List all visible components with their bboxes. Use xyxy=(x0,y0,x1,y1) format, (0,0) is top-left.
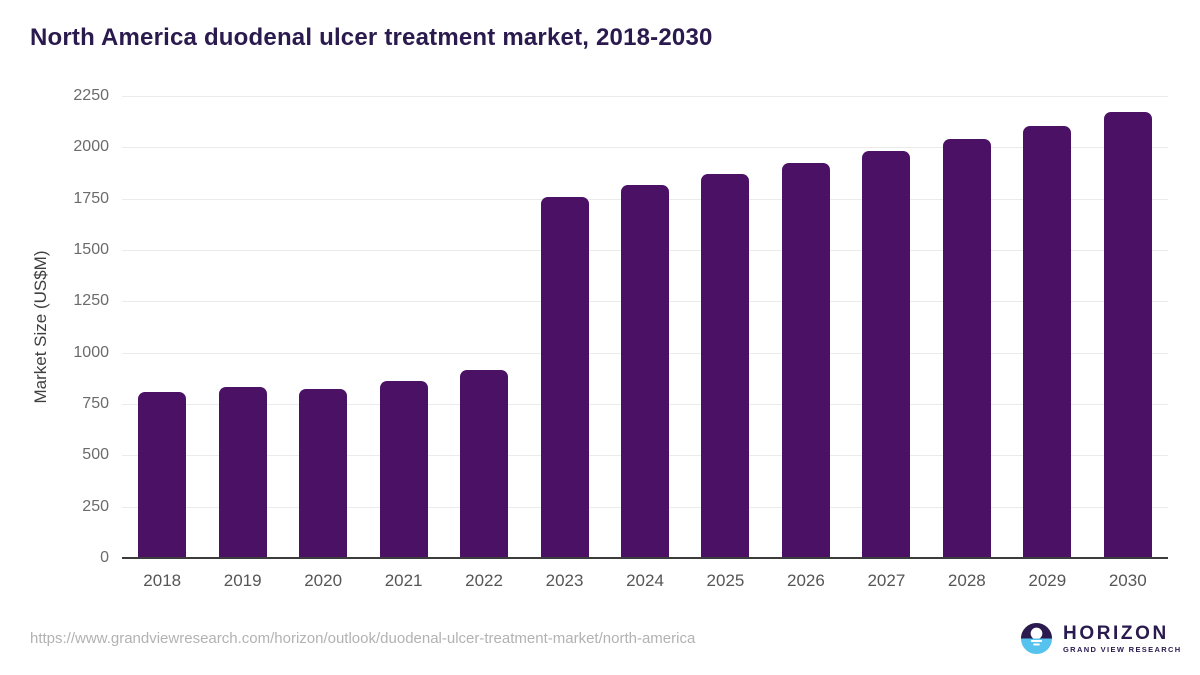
y-tick-label-0: 0 xyxy=(100,549,109,566)
bar-2028[interactable] xyxy=(942,139,991,558)
y-tick-label-1500: 1500 xyxy=(73,241,109,258)
y-tick-label-500: 500 xyxy=(82,446,109,464)
y-tick-label-2000: 2000 xyxy=(73,138,109,156)
y-axis-title: Market Size (US$M) xyxy=(31,250,50,404)
bar-2026[interactable] xyxy=(781,162,830,558)
bar-2022[interactable] xyxy=(460,370,509,558)
logo-name: HORIZON xyxy=(1063,622,1169,644)
y-tick-label-1750: 1750 xyxy=(73,189,109,207)
bar-2019[interactable] xyxy=(218,386,267,558)
x-tick-label-2025: 2025 xyxy=(706,571,745,590)
x-axis-line xyxy=(122,557,1168,559)
x-tick-label-2019: 2019 xyxy=(223,571,262,590)
y-tick-label-250: 250 xyxy=(82,497,109,515)
x-tick-label-2024: 2024 xyxy=(626,571,664,590)
x-tick-label-2027: 2027 xyxy=(867,571,906,590)
gridline-2250 xyxy=(122,96,1168,97)
bar-2029[interactable] xyxy=(1023,125,1072,558)
source-url: https://www.grandviewresearch.com/horizo… xyxy=(30,630,696,647)
bar-2025[interactable] xyxy=(701,174,750,558)
horizon-logo-text-block: HORIZON GRAND VIEW RESEARCH xyxy=(1063,624,1182,654)
x-tick-label-2018: 2018 xyxy=(143,571,182,590)
bar-2023[interactable] xyxy=(540,196,589,558)
horizon-logo-icon xyxy=(1020,622,1053,655)
y-tick-label-1000: 1000 xyxy=(73,343,109,361)
x-tick-label-2028: 2028 xyxy=(947,571,986,590)
y-tick-label-2250: 2250 xyxy=(73,87,109,104)
x-tick-label-2020: 2020 xyxy=(304,571,343,590)
x-tick-label-2022: 2022 xyxy=(465,571,503,590)
chart-title: North America duodenal ulcer treatment m… xyxy=(30,24,713,51)
bar-2030[interactable] xyxy=(1103,112,1152,558)
gridline-2000 xyxy=(122,147,1168,149)
x-tick-label-2029: 2029 xyxy=(1028,571,1067,590)
x-tick-label-2021: 2021 xyxy=(384,571,423,590)
bar-2024[interactable] xyxy=(621,185,669,558)
y-tick-label-1250: 1250 xyxy=(73,292,109,310)
x-tick-label-2030: 2030 xyxy=(1108,571,1147,590)
x-tick-label-2026: 2026 xyxy=(787,571,825,590)
bar-2018[interactable] xyxy=(138,391,187,558)
x-tick-label-2023: 2023 xyxy=(545,571,584,590)
bar-2020[interactable] xyxy=(299,388,348,558)
plot-area: 0 250 500 750 1000 1250 1500 1750 2000 2250 2018 20… xyxy=(73,87,1168,590)
bar-2027[interactable] xyxy=(862,151,911,558)
bar-2021[interactable] xyxy=(379,381,428,558)
logo-subtitle: GRAND VIEW RESEARCH xyxy=(1063,644,1182,654)
horizon-logo: HORIZON GRAND VIEW RESEARCH xyxy=(1019,621,1182,656)
y-tick-label-750: 750 xyxy=(82,395,109,412)
